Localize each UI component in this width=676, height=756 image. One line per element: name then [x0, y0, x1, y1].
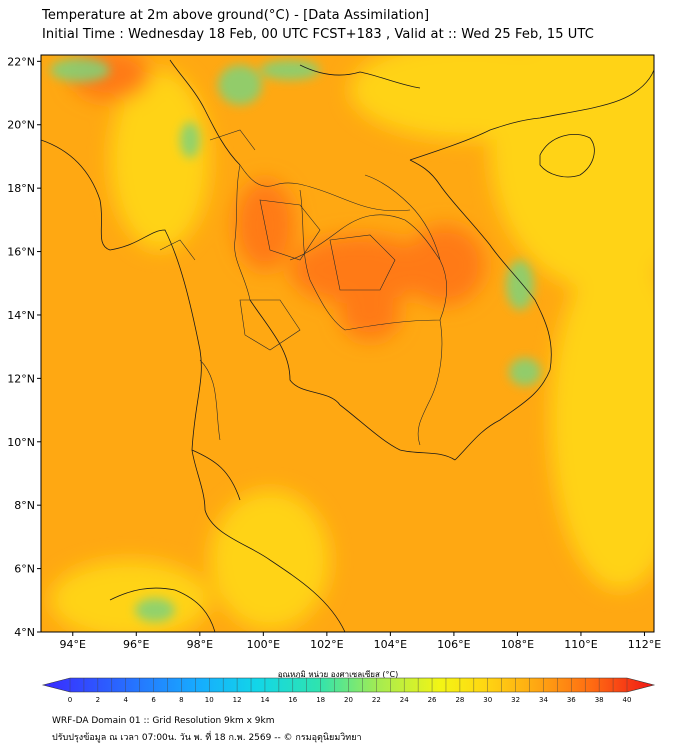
lat-tick-label: 8°N [14, 499, 35, 512]
map-subtitle: Initial Time : Wednesday 18 Feb, 00 UTC … [42, 27, 594, 42]
colorbar-tick-label: 18 [316, 696, 325, 704]
colorbar-tick-label: 8 [179, 696, 183, 704]
colorbar-tick-label: 20 [344, 696, 353, 704]
footer-domain-info: WRF-DA Domain 01 :: Grid Resolution 9km … [52, 716, 275, 726]
lon-tick-label: 98°E [187, 638, 213, 651]
lon-tick-label: 110°E [564, 638, 597, 651]
temperature-field [41, 55, 654, 632]
lon-tick-label: 96°E [123, 638, 149, 651]
colorbar-tick-label: 24 [400, 696, 409, 704]
colorbar-tick-label: 26 [428, 696, 437, 704]
colorbar-tick-label: 40 [623, 696, 632, 704]
colorbar-tick-label: 6 [151, 696, 156, 704]
colorbar-tick-label: 4 [123, 696, 128, 704]
colorbar-tick-label: 32 [511, 696, 520, 704]
colorbar-tick-label: 36 [567, 696, 576, 704]
admin-borders [159, 129, 448, 446]
lon-tick-label: 94°E [60, 638, 86, 651]
colorbar-label: อุณหภูมิ หน่วย องศาเซลเซียส (°C) [277, 670, 399, 679]
lat-tick-label: 22°N [7, 55, 35, 68]
lat-tick-label: 4°N [14, 626, 35, 639]
colorbar-tick-label: 12 [233, 696, 242, 704]
lat-tick-label: 18°N [7, 182, 35, 195]
lon-tick-label: 104°E [374, 638, 407, 651]
coastlines [41, 59, 654, 632]
colorbar-tick-label: 10 [205, 696, 214, 704]
footer-credit: ปรับปรุงข้อมูล ณ เวลา 07:00น. วัน พ. ที่… [52, 733, 362, 743]
lon-tick-label: 112°E [628, 638, 661, 651]
lat-tick-label: 6°N [14, 563, 35, 576]
lat-tick-label: 20°N [7, 119, 35, 132]
colorbar-tick-label: 28 [455, 696, 464, 704]
lat-tick-label: 12°N [7, 372, 35, 385]
lon-tick-label: 106°E [437, 638, 470, 651]
lon-tick-label: 100°E [247, 638, 280, 651]
lat-tick-label: 10°N [7, 436, 35, 449]
colorbar-tick-label: 34 [539, 696, 548, 704]
lat-tick-label: 16°N [7, 246, 35, 259]
colorbar-tick-label: 2 [96, 696, 100, 704]
map-title: Temperature at 2m above ground(°C) - [Da… [42, 8, 430, 23]
lon-tick-label: 102°E [310, 638, 343, 651]
colorbar-tick-label: 22 [372, 696, 381, 704]
plot-frame [40, 54, 655, 633]
colorbar-tick-label: 16 [288, 696, 297, 704]
lat-tick-label: 14°N [7, 309, 35, 322]
colorbar-tick-label: 30 [483, 696, 492, 704]
colorbar-ticks: 0 2 4 6 8 10 12 14 16 18 20 22 24 26 28 30 32 34 36 38 40 [68, 678, 632, 704]
lon-tick-label: 108°E [501, 638, 534, 651]
longitude-axis: 94°E 96°E 98°E 100°E 102°E 104°E 106°E 108°E 110… [60, 632, 661, 651]
colorbar-tick-label: 0 [68, 696, 72, 704]
latitude-axis: 4°N 6°N 8°N 10°N 12°N 14°N 16°N 18°N 20°N 22°N [7, 55, 41, 639]
colorbar-tick-label: 14 [260, 696, 269, 704]
colorbar-tick-label: 38 [595, 696, 604, 704]
